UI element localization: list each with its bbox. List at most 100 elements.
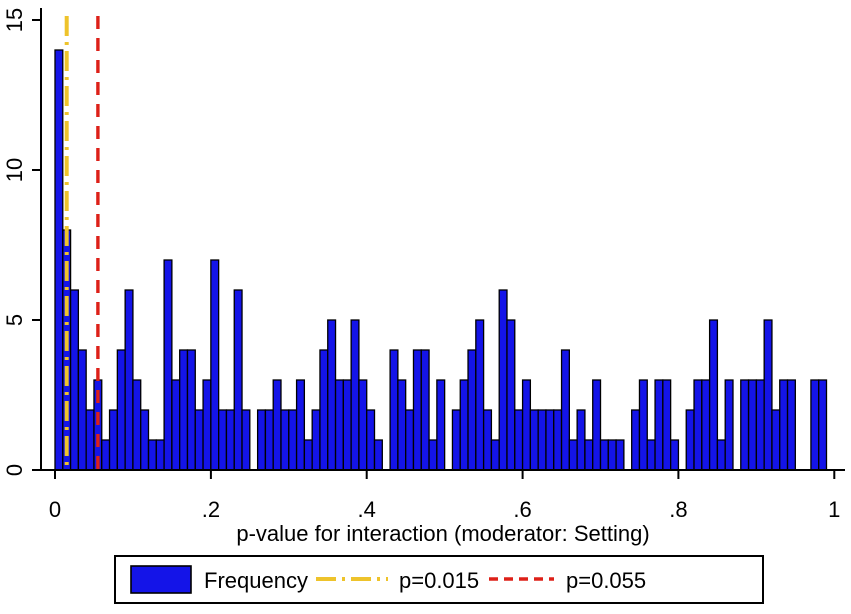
histogram-bar <box>264 409 274 471</box>
histogram-bar <box>69 289 80 471</box>
histogram-bar <box>397 379 407 471</box>
histogram-bar <box>662 379 672 471</box>
histogram-bar <box>451 409 461 471</box>
x-tick-label: .6 <box>513 497 531 522</box>
histogram-bar <box>210 259 220 471</box>
histogram-bar <box>716 439 726 471</box>
histogram-bar <box>724 379 734 471</box>
histogram-bar <box>740 379 750 471</box>
y-tick-label: 5 <box>2 314 27 326</box>
histogram-bar <box>241 409 251 471</box>
histogram-bar <box>405 409 415 471</box>
histogram-bar <box>233 289 243 471</box>
histogram-bar <box>568 439 578 471</box>
legend: Frequency p=0.015 p=0.055 <box>114 555 764 604</box>
histogram-bar <box>584 439 594 471</box>
histogram-bar <box>631 409 641 471</box>
histogram-bar <box>459 379 469 471</box>
histogram-bar <box>592 379 602 471</box>
histogram-bar <box>490 439 500 471</box>
histogram-bar <box>373 439 383 471</box>
histogram-bar <box>155 439 165 471</box>
histogram-bar <box>599 439 609 471</box>
histogram-bar <box>428 439 438 471</box>
histogram-bar <box>763 319 773 471</box>
histogram-bar <box>342 379 352 471</box>
histogram-bar <box>132 379 142 471</box>
y-tick-label: 10 <box>2 158 27 182</box>
histogram-bar <box>529 409 539 471</box>
histogram-bar <box>108 409 118 471</box>
x-axis-ticks: 0 .2 .4 .6 .8 1 <box>49 470 840 522</box>
histogram-bar <box>786 379 796 471</box>
histogram-bar <box>553 409 563 471</box>
histogram-bar <box>202 379 212 471</box>
histogram-bar <box>194 409 204 471</box>
histogram-bar <box>77 349 87 471</box>
histogram-bar <box>576 409 586 471</box>
histogram-bar <box>482 409 493 471</box>
reference-lines <box>64 16 100 469</box>
histogram-bar <box>747 379 758 471</box>
histogram-bar <box>521 379 532 471</box>
histogram-bar <box>615 439 625 471</box>
histogram-bar <box>545 409 555 471</box>
histogram-bar <box>514 409 524 471</box>
histogram-bar <box>654 379 664 471</box>
histogram-bar <box>319 349 329 471</box>
histogram-bar <box>179 349 189 471</box>
histogram-bar <box>389 349 399 471</box>
x-tick-label: 1 <box>828 497 840 522</box>
histogram-bar <box>280 409 290 471</box>
histogram-bar <box>124 289 134 471</box>
histogram-bar <box>85 409 95 471</box>
histogram-bar <box>327 319 337 471</box>
histogram-bar <box>607 439 617 471</box>
histogram-bar <box>217 409 228 471</box>
y-tick-label: 15 <box>2 8 27 32</box>
legend-box <box>114 555 764 604</box>
histogram-bar <box>708 319 719 471</box>
legend-p015-label: p=0.015 <box>399 568 479 593</box>
x-tick-label: .4 <box>358 497 376 522</box>
histogram-bar <box>638 379 648 471</box>
histogram-bar <box>101 439 111 471</box>
x-axis-title: p-value for interaction (moderator: Sett… <box>236 521 649 546</box>
histogram-bar <box>498 289 508 471</box>
x-tick-label: 0 <box>49 497 61 522</box>
legend-frequency-label: Frequency <box>204 568 308 593</box>
histogram-bar <box>560 349 570 471</box>
histogram-bar <box>467 349 477 471</box>
histogram-bar <box>272 379 282 471</box>
histogram-bar <box>303 439 313 471</box>
histogram-bar <box>311 409 321 471</box>
legend-p055-label: p=0.055 <box>566 568 646 593</box>
histogram-bar <box>420 349 430 471</box>
histogram-bar <box>295 379 306 471</box>
histogram-bar <box>288 409 298 471</box>
histogram-bar <box>334 379 344 471</box>
histogram-bar <box>818 379 828 471</box>
histogram-bar <box>779 379 789 471</box>
histogram-bar <box>475 319 485 471</box>
y-axis-ticks: 0 5 10 15 <box>2 8 41 476</box>
histogram-bar <box>701 379 711 471</box>
histogram-bar <box>685 409 695 471</box>
y-tick-label: 0 <box>2 464 27 476</box>
histogram-bar <box>140 409 150 471</box>
histogram-bar <box>163 259 173 471</box>
histogram-bar <box>693 379 703 471</box>
histogram-bar <box>358 379 368 471</box>
legend-frequency-swatch <box>130 565 192 594</box>
histogram-bar <box>54 49 64 471</box>
histogram-bar <box>670 439 680 471</box>
histogram-bar <box>225 409 235 471</box>
histogram-bar <box>537 409 547 471</box>
histogram-bar <box>171 379 181 471</box>
histogram-bar <box>771 409 781 471</box>
histogram-bar <box>186 349 196 471</box>
histogram-bar <box>147 439 157 471</box>
histogram-bar <box>350 319 360 471</box>
x-tick-label: .2 <box>202 497 220 522</box>
